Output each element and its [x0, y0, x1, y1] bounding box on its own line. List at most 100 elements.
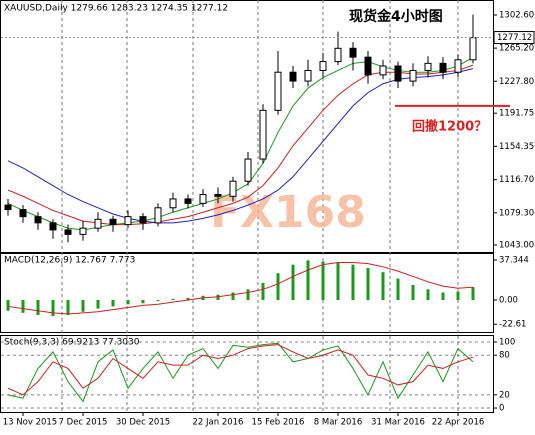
y-tick-label: 37.344	[499, 256, 529, 266]
y-tick-label: 1043.00	[499, 241, 534, 251]
candle-body	[424, 62, 432, 71]
candle-body	[439, 62, 447, 73]
macd-bar	[441, 292, 445, 301]
current-price-label: 1277.12	[497, 33, 532, 43]
candle-body	[34, 216, 42, 224]
y-tick-label: 100	[499, 338, 515, 348]
macd-bar	[246, 289, 250, 301]
macd-bar	[51, 300, 55, 317]
candle-body	[379, 65, 387, 76]
stoch-main	[7, 342, 474, 403]
y-tick-label: 1154.35	[499, 142, 534, 152]
candle-body	[334, 47, 342, 63]
y-tick-label: 0	[499, 404, 504, 414]
macd-panel	[0, 253, 494, 333]
x-tick-label: 7 Dec 2015	[59, 418, 108, 428]
macd-bar	[456, 291, 460, 301]
macd-bar	[381, 272, 385, 301]
macd-bar	[306, 260, 310, 301]
candle-body	[139, 216, 147, 224]
macd-bar	[396, 278, 400, 301]
candle-body	[154, 207, 162, 224]
y-tick-label: 20	[499, 390, 510, 400]
candle-body	[259, 109, 267, 160]
chart-title: 现货金4小时图	[349, 8, 443, 25]
y-tick-label: 1191.75	[499, 109, 534, 119]
candle-body	[304, 69, 312, 82]
candle-body	[184, 198, 192, 204]
price-panel	[0, 0, 494, 253]
candle-body	[79, 227, 87, 235]
annotation: 回撤1200？	[412, 118, 487, 134]
macd-bar	[36, 300, 40, 316]
y-tick-label: 1079.30	[499, 208, 534, 218]
x-tick-label: 22 Apr 2016	[432, 418, 485, 428]
y-tick-label: 0.00	[499, 296, 518, 306]
y-tick-label: 1265.20	[499, 44, 534, 54]
y-tick-label: 1227.80	[499, 77, 534, 87]
x-tick-label: 15 Feb 2016	[252, 418, 305, 428]
candle-body	[409, 69, 417, 82]
candle-body	[244, 158, 252, 182]
macd-bar	[171, 298, 175, 301]
y-tick-label: 80	[499, 351, 510, 361]
x-tick-label: 22 Jan 2016	[193, 418, 244, 428]
candle-body	[289, 71, 297, 82]
macd-bar	[366, 267, 370, 301]
candle-body	[169, 198, 177, 209]
macd-bar	[21, 300, 25, 313]
macd-bar	[336, 262, 340, 301]
macd-bar	[186, 297, 190, 301]
x-tick-label: 30 Dec 2015	[116, 418, 170, 428]
candle-body	[364, 56, 372, 76]
macd-bar	[66, 300, 70, 316]
macd-signal	[7, 262, 474, 315]
macd-bar	[96, 300, 100, 309]
macd-bar	[321, 261, 325, 301]
candle-body	[109, 218, 117, 226]
stoch-label: Stoch(9,3,3) 69.9213 77.3030	[4, 338, 140, 348]
candle-body	[319, 61, 327, 71]
macd-bar	[111, 300, 115, 307]
macd-bar	[411, 285, 415, 301]
macd-bar	[261, 282, 265, 301]
header: XAUUSD,Daily 1279.66 1283.23 1274.35 127…	[4, 4, 228, 14]
macd-bar	[141, 300, 145, 304]
x-tick-label: 13 Nov 2015	[3, 418, 57, 428]
candle-body	[19, 209, 27, 218]
candle-body	[469, 37, 477, 61]
macd-bar	[426, 289, 430, 301]
candle-body	[214, 193, 222, 197]
candle-body	[94, 218, 102, 229]
macd-bar	[291, 264, 295, 301]
candle-body	[454, 59, 462, 73]
macd-bar	[6, 300, 10, 311]
macd-bar	[351, 264, 355, 301]
candle-body	[124, 216, 132, 226]
macd-label: MACD(12,26,9) 12.767 7.773	[4, 256, 135, 266]
macd-bar	[276, 273, 280, 301]
macd-bar	[81, 300, 85, 312]
candle-body	[64, 229, 72, 235]
macd-bar	[126, 300, 130, 305]
candle-body	[4, 204, 12, 211]
candle-body	[229, 180, 237, 197]
x-tick-label: 8 Mar 2016	[314, 418, 362, 428]
macd-bar	[216, 294, 220, 301]
y-tick-label: 1302.60	[499, 10, 534, 20]
candle-body	[349, 47, 357, 58]
y-tick-label: 1116.70	[499, 175, 534, 185]
candle-body	[49, 222, 57, 231]
candle-body	[274, 71, 282, 111]
macd-bar	[471, 287, 475, 301]
candle-body	[394, 65, 402, 82]
stoch-signal	[7, 344, 474, 396]
candle-body	[199, 193, 207, 204]
current-price-box	[493, 31, 535, 45]
stoch-panel	[0, 335, 494, 413]
macd-bar	[231, 292, 235, 301]
y-tick-label: -22.61	[499, 320, 526, 330]
x-tick-label: 31 Mar 2016	[371, 418, 425, 428]
macd-bar	[156, 300, 160, 302]
